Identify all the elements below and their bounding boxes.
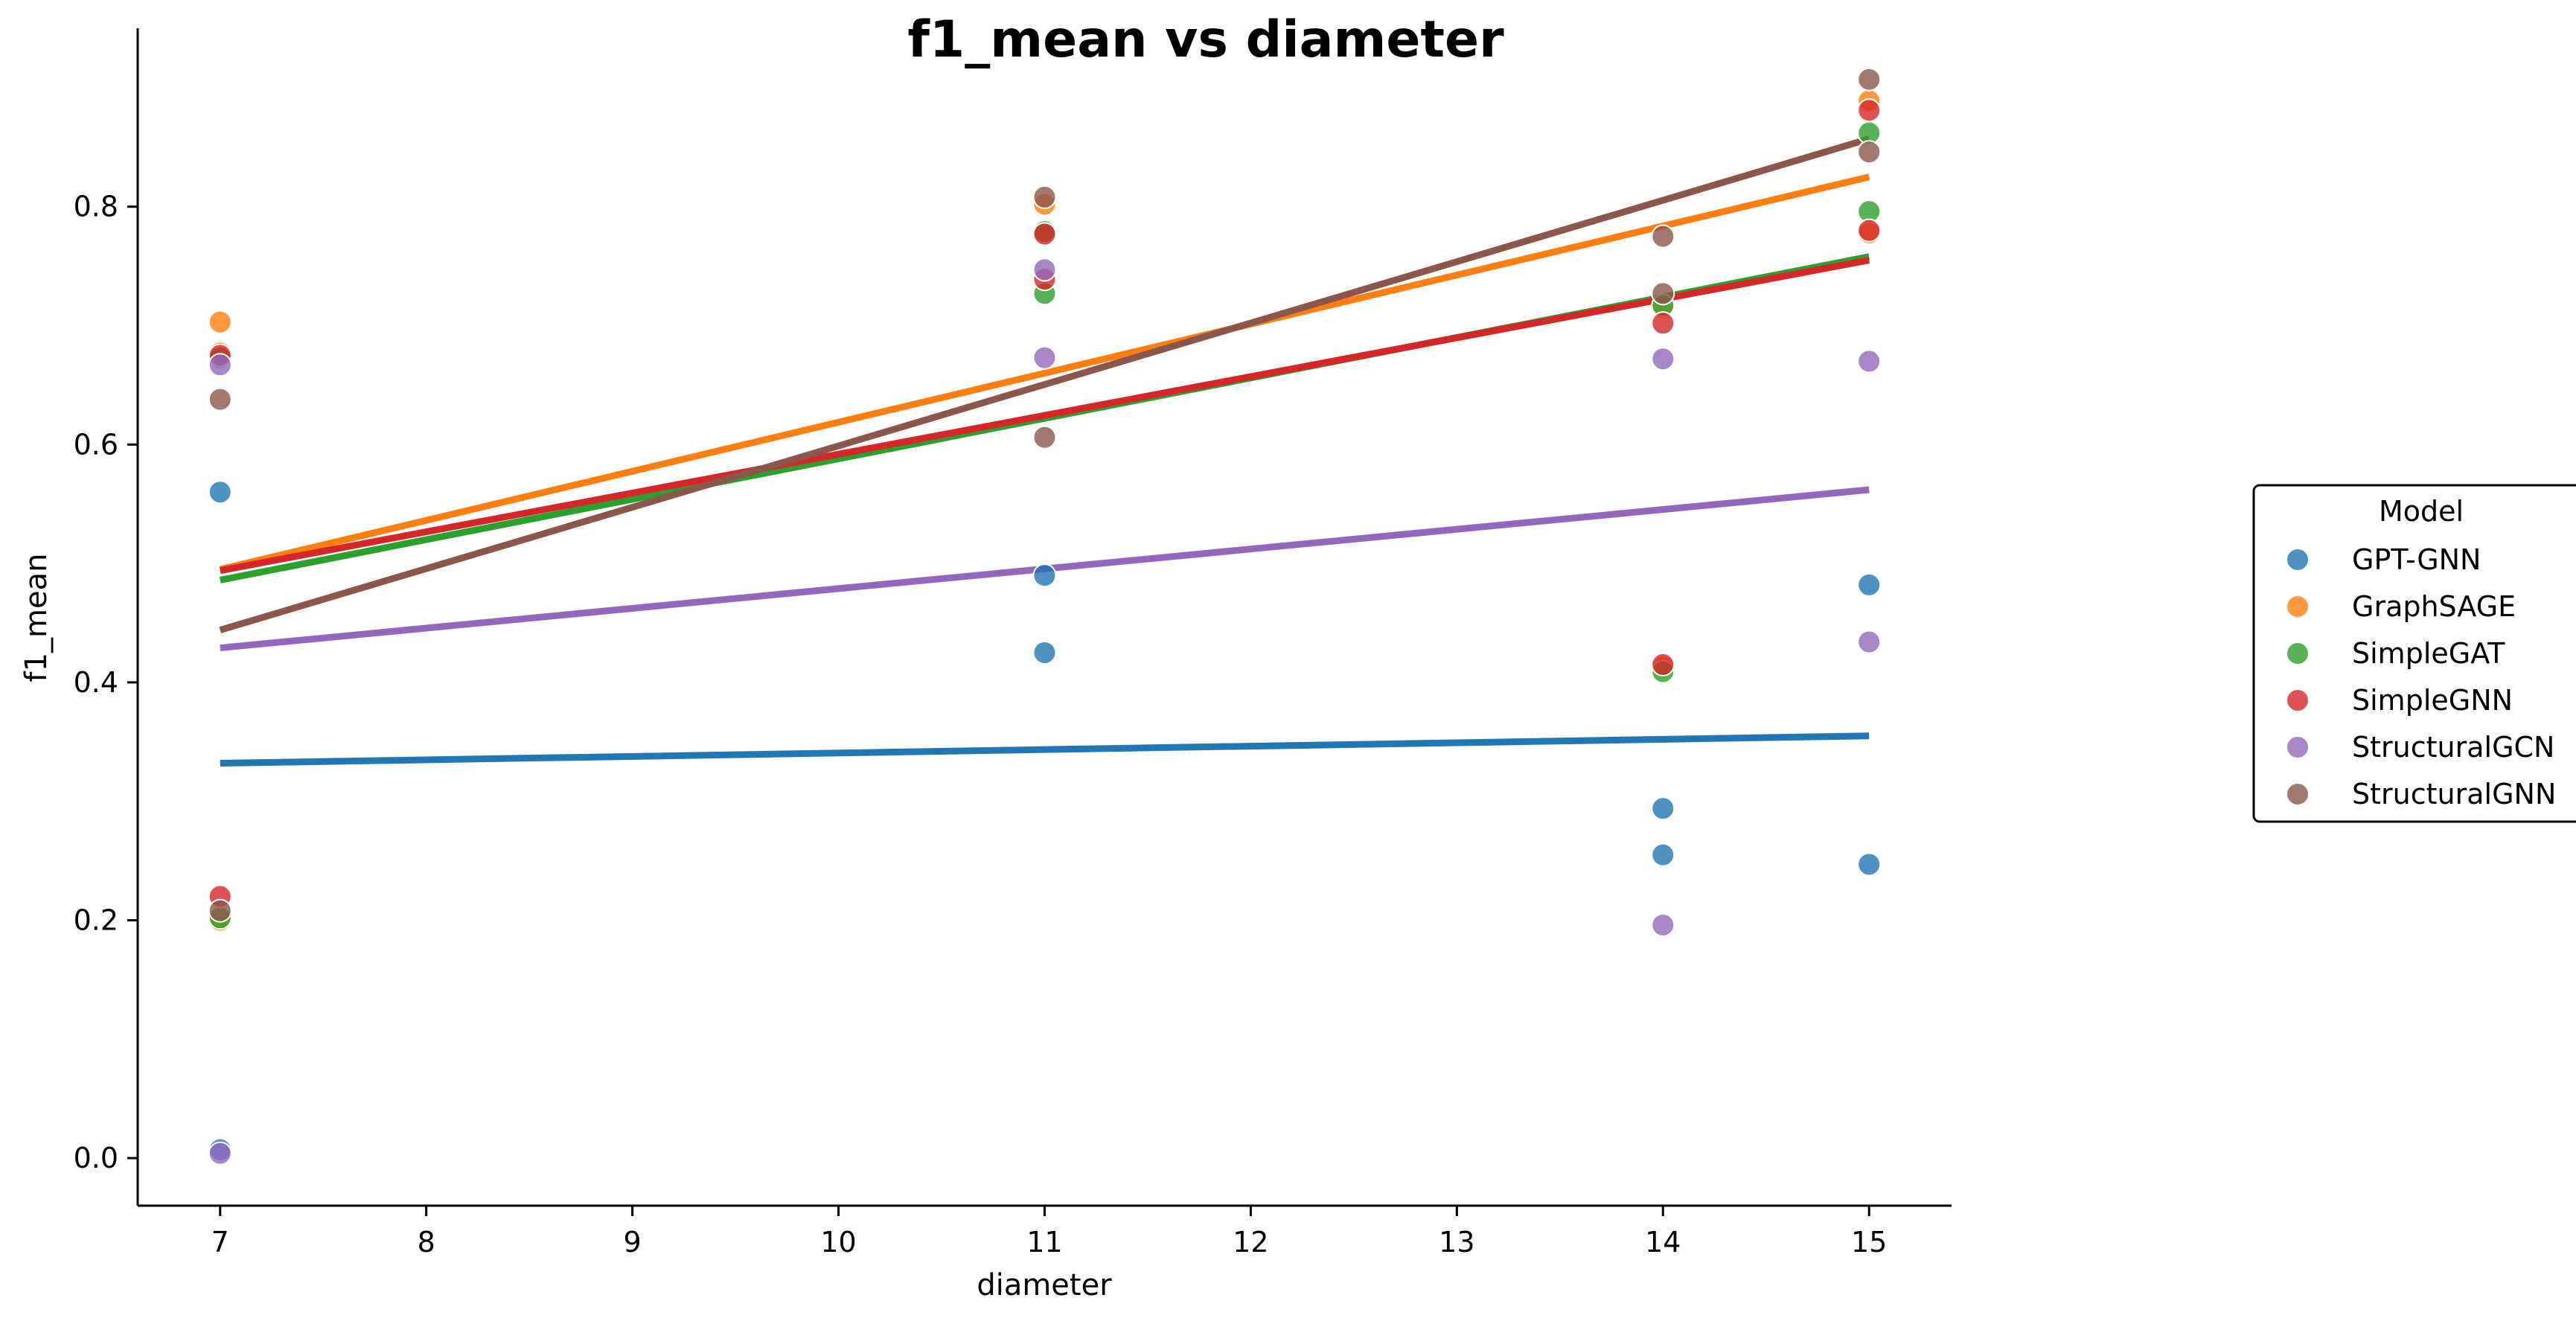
data-point — [208, 387, 232, 412]
data-point — [1032, 640, 1057, 665]
data-point — [208, 480, 232, 505]
trend-line — [219, 257, 1870, 575]
data-point — [1651, 912, 1675, 937]
x-tick-label: 12 — [1233, 1226, 1268, 1259]
x-tick-label: 15 — [1851, 1226, 1887, 1259]
y-tick-label: 0.0 — [74, 1142, 118, 1174]
legend: Model GPT-GNN GraphSAGE SimpleGAT SimpleGNN… — [2252, 484, 2576, 823]
x-tick-label: 11 — [1026, 1226, 1062, 1259]
y-tick-label: 0.4 — [74, 666, 118, 699]
y-tick-label: 0.2 — [74, 904, 118, 936]
trend-line — [220, 732, 1870, 767]
legend-marker — [2286, 595, 2310, 618]
data-point — [1651, 347, 1675, 371]
chart-title: f1_mean vs diameter — [907, 10, 1504, 69]
x-tick-label: 14 — [1645, 1226, 1681, 1259]
legend-marker — [2286, 688, 2310, 712]
x-tick-label: 9 — [624, 1226, 642, 1259]
data-point — [208, 898, 232, 923]
data-point — [1651, 281, 1675, 306]
legend-label: GPT-GNN — [2352, 543, 2481, 576]
data-points — [208, 67, 1882, 1165]
data-point — [1857, 852, 1882, 877]
x-tick-label: 10 — [820, 1226, 856, 1259]
trend-lines — [219, 135, 1870, 767]
data-point — [1857, 218, 1882, 243]
legend-frame — [2252, 484, 2576, 823]
data-point — [1857, 630, 1882, 654]
data-point — [208, 353, 232, 377]
y-ticks: 0.0 0.2 0.4 0.6 0.8 — [74, 191, 138, 1174]
data-point — [1857, 67, 1882, 92]
legend-title: Model — [2379, 495, 2464, 528]
y-axis-label: f1_mean — [19, 554, 54, 682]
data-point — [1857, 140, 1882, 164]
data-point — [1857, 572, 1882, 597]
data-point — [208, 310, 232, 334]
legend-label: StructuralGNN — [2352, 778, 2556, 810]
legend-marker — [2286, 642, 2310, 665]
y-tick-label: 0.8 — [74, 191, 118, 223]
x-tick-label: 8 — [418, 1226, 435, 1259]
trend-line — [219, 135, 1870, 633]
x-ticks: 7 8 9 10 11 12 13 14 15 — [211, 1206, 1887, 1259]
legend-marker — [2286, 782, 2310, 806]
data-point — [1651, 652, 1675, 677]
legend-marker — [2286, 548, 2310, 572]
legend-label: GraphSAGE — [2352, 590, 2516, 623]
data-point — [1651, 224, 1675, 249]
legend-marker — [2286, 735, 2310, 759]
data-point — [1032, 222, 1057, 246]
x-axis-label: diameter — [977, 1268, 1112, 1302]
data-point — [1032, 563, 1057, 588]
legend-label: StructuralGCN — [2352, 731, 2554, 764]
data-point — [1651, 311, 1675, 336]
trend-line — [219, 173, 1870, 573]
data-point — [1857, 349, 1882, 374]
y-tick-label: 0.6 — [74, 428, 118, 461]
legend-label: SimpleGNN — [2352, 684, 2513, 717]
data-point — [1651, 796, 1675, 821]
data-point — [1857, 98, 1882, 123]
data-point — [1032, 258, 1057, 282]
data-point — [1032, 345, 1057, 370]
data-point — [1032, 185, 1057, 209]
data-point — [1651, 842, 1675, 867]
legend-label: SimpleGAT — [2352, 637, 2505, 670]
data-point — [1032, 425, 1057, 450]
legend-items: GPT-GNN GraphSAGE SimpleGAT SimpleGNN Struct… — [2286, 543, 2556, 810]
x-tick-label: 7 — [211, 1226, 229, 1259]
x-tick-label: 13 — [1439, 1226, 1474, 1259]
data-point — [208, 1141, 232, 1165]
